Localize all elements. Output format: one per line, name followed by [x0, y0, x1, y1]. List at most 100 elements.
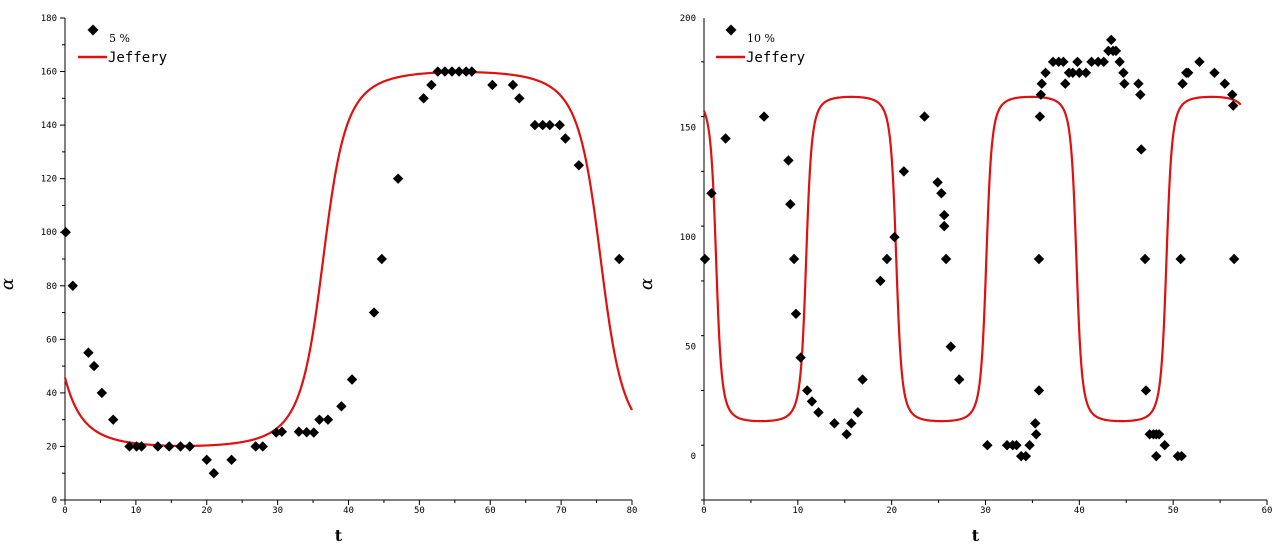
data-point [846, 418, 857, 429]
y-tick-label: 0 [52, 496, 57, 506]
data-point [720, 133, 731, 144]
data-point [544, 119, 555, 131]
data-point [889, 231, 900, 243]
data-point [919, 111, 930, 122]
data-point [208, 468, 220, 479]
data-point [83, 347, 94, 358]
y-tick-label: 20 [46, 442, 57, 452]
data-point [1176, 450, 1187, 462]
legend-marker-diamond [725, 24, 737, 36]
x-tick-label: 50 [414, 506, 425, 516]
data-point [301, 427, 312, 438]
x-tick-label: 40 [343, 506, 354, 516]
jeffery-curve [63, 70, 633, 448]
x-tick-label: 30 [272, 506, 283, 516]
jeffery-curve [702, 95, 1242, 423]
data-point [1033, 253, 1045, 265]
x-tick-label: 60 [1262, 506, 1273, 516]
x-tick-label: 40 [1074, 506, 1085, 516]
data-point [250, 441, 261, 452]
data-point [788, 253, 800, 265]
data-point [936, 188, 947, 199]
data-point [1074, 67, 1085, 78]
x-tick-label: 20 [886, 506, 897, 516]
data-point [1034, 111, 1046, 122]
data-point [201, 454, 212, 466]
data-point [706, 188, 717, 199]
y-tick-label: 80 [46, 282, 57, 292]
chart-panel-1: 0 10 20 30 40 50 60 70 80 0 20 40 60 80 100 120 140 160 18… [0, 14, 637, 545]
data-point [175, 441, 186, 452]
x-tick-label: 0 [701, 506, 706, 516]
data-point [1110, 45, 1122, 57]
legend-label-line: Jeffery [108, 50, 167, 66]
data-point [426, 79, 437, 91]
data-point [293, 426, 305, 437]
data-point [152, 441, 164, 452]
data-point [982, 440, 993, 451]
data-point [1177, 78, 1188, 89]
data-point [954, 374, 965, 385]
x-axis-label: t [972, 526, 980, 545]
data-point [136, 441, 147, 452]
y-tick-label: 100 [680, 233, 696, 243]
data-point [1119, 78, 1130, 89]
data-point [1228, 100, 1239, 111]
y-tick-label: 50 [685, 343, 696, 353]
data-point [1135, 89, 1146, 100]
data-point [1151, 450, 1162, 462]
data-point [60, 227, 71, 238]
data-point [514, 93, 525, 104]
data-point [368, 307, 380, 318]
data-point [1139, 253, 1151, 265]
data-point [336, 401, 347, 412]
data-point [1020, 450, 1032, 462]
data-point [1227, 89, 1238, 100]
data-point [785, 199, 796, 210]
x-tick-label: 10 [792, 506, 803, 516]
y-tick-label: 160 [41, 68, 57, 78]
y-axis-label: α [636, 278, 657, 290]
data-point [1033, 385, 1045, 396]
data-point [96, 387, 108, 399]
data-point [67, 280, 78, 291]
data-point [460, 66, 472, 77]
data-point [1024, 440, 1035, 451]
data-point [507, 79, 519, 91]
x-tick-label: 10 [130, 506, 141, 516]
y-tick-label: 0 [691, 452, 696, 462]
data-point [806, 396, 818, 407]
legend-label-points: 10 % [747, 32, 775, 45]
legend-label-points: 5 % [109, 32, 130, 45]
data-point [1040, 67, 1051, 78]
data-point [813, 407, 824, 418]
data-point [881, 253, 893, 265]
data-point [124, 441, 135, 452]
data-point [418, 93, 429, 104]
data-point [1030, 429, 1042, 440]
data-point [945, 341, 956, 352]
data-point [1118, 67, 1129, 78]
data-point [537, 119, 548, 131]
data-point [939, 220, 950, 232]
data-point [1092, 56, 1104, 68]
data-point [1159, 440, 1170, 451]
data-point [1182, 67, 1194, 78]
data-point [1067, 67, 1078, 78]
data-point [257, 441, 268, 452]
data-point [392, 173, 404, 184]
data-point [783, 155, 794, 166]
data-point [1209, 67, 1220, 78]
data-point [573, 160, 585, 171]
data-point [1060, 78, 1071, 89]
y-tick-label: 180 [41, 14, 57, 24]
data-point [322, 414, 334, 425]
data-point [107, 414, 119, 425]
data-point [163, 441, 175, 452]
data-point [346, 374, 358, 385]
y-tick-label: 60 [46, 335, 57, 345]
data-point [432, 66, 444, 77]
data-point [88, 360, 100, 372]
data-point [614, 253, 625, 265]
